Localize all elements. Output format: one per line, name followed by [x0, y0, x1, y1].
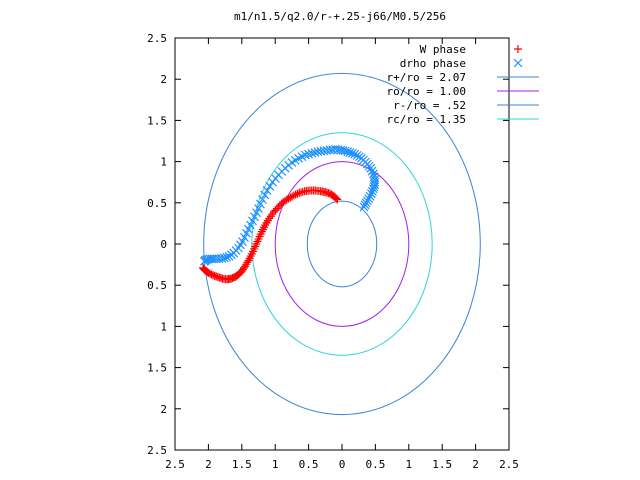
x-tick-label: 2	[472, 458, 479, 471]
w-phase-point	[199, 264, 208, 273]
x-tick-label: 0.5	[365, 458, 385, 471]
y-tick-label: 2.5	[147, 32, 167, 45]
w-phase-point	[291, 190, 300, 199]
drho-phase-point	[345, 148, 355, 157]
drho-phase-point	[258, 195, 267, 204]
drho-phase-series	[199, 144, 380, 266]
w-phase-point	[514, 45, 522, 53]
drho-phase-point	[513, 58, 523, 68]
drho-phase-point	[224, 251, 234, 261]
x-tick-label: 0.5	[299, 458, 319, 471]
drho-phase-point	[307, 148, 317, 158]
axes: 2.5 2 1.5 1 0.5 0 0.5 1 1.5 2 2.52.521.510.500.511…	[147, 32, 519, 471]
y-tick-label: 2	[160, 73, 167, 86]
x-tick-label: 2.5	[499, 458, 519, 471]
drho-phase-point	[313, 147, 323, 157]
y-tick-label: 1	[160, 156, 167, 169]
legend-label: drho phase	[400, 57, 466, 70]
circle-series-2	[203, 72, 481, 416]
y-tick-label: 0	[160, 238, 167, 251]
drho-phase-point	[347, 148, 357, 158]
drho-phase-point	[304, 149, 314, 159]
drho-phase-point	[354, 152, 364, 162]
x-tick-label: 1.5	[232, 458, 252, 471]
circle-series-5	[251, 132, 433, 356]
y-tick-label: 0.5	[147, 197, 167, 210]
circle-series-3	[274, 161, 410, 327]
circle-series-4	[306, 200, 378, 288]
y-tick-label: 0.5	[147, 279, 167, 292]
x-tick-label: 2	[205, 458, 212, 471]
drho-phase-point	[222, 252, 232, 262]
y-tick-label: 1	[160, 320, 167, 333]
chart-title: m1/n1.5/q2.0/r-+.25-j66/M0.5/256	[234, 10, 446, 23]
drho-phase-point	[260, 190, 270, 200]
w-phase-point	[200, 265, 209, 274]
x-tick-label: 1	[405, 458, 412, 471]
drho-phase-point	[369, 172, 379, 182]
drho-phase-point	[268, 177, 277, 187]
drho-phase-point	[262, 186, 272, 195]
y-tick-label: 2.5	[147, 444, 167, 457]
y-tick-label: 1.5	[147, 114, 167, 127]
drho-phase-point	[367, 166, 377, 176]
drho-phase-point	[360, 200, 370, 210]
x-tick-label: 0	[339, 458, 346, 471]
y-tick-label: 2	[160, 403, 167, 416]
legend-label: r+/ro = 2.07	[387, 71, 466, 84]
drho-phase-point	[364, 194, 374, 204]
drho-phase-point	[256, 199, 265, 209]
drho-phase-point	[366, 189, 376, 199]
legend-label: r-/ro = .52	[393, 99, 466, 112]
drho-phase-point	[368, 169, 378, 179]
drho-phase-point	[352, 150, 362, 160]
legend-label: ro/ro = 1.00	[387, 85, 466, 98]
w-phase-point	[295, 188, 304, 197]
drho-phase-point	[370, 175, 380, 185]
plot-area	[199, 72, 481, 416]
w-phase-point	[199, 263, 208, 272]
legend-label: rc/ro = 1.35	[387, 113, 466, 126]
drho-phase-point	[199, 256, 209, 266]
drho-phase-point	[365, 191, 375, 201]
y-tick-label: 1.5	[147, 362, 167, 375]
legend-label: W phase	[420, 43, 466, 56]
w-phase-point	[293, 189, 302, 198]
drho-phase-point	[350, 149, 360, 159]
drho-phase-point	[265, 181, 275, 191]
drho-phase-point	[367, 186, 377, 196]
x-tick-label: 1	[272, 458, 279, 471]
x-tick-label: 1.5	[432, 458, 452, 471]
x-tick-label: 2.5	[165, 458, 185, 471]
w-phase-series	[199, 186, 342, 284]
